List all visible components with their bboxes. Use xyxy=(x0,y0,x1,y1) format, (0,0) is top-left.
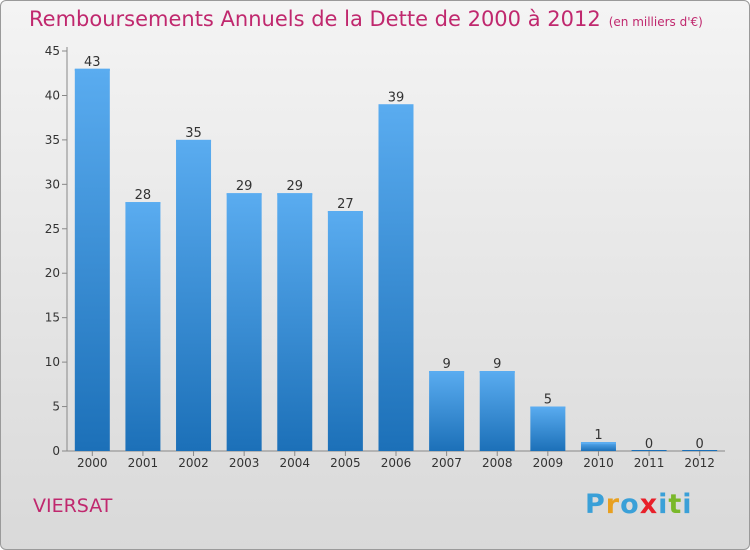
logo-letter: r xyxy=(605,489,621,520)
data-label: 5 xyxy=(544,393,552,408)
y-tick-label: 40 xyxy=(45,88,60,102)
x-tick-label: 2010 xyxy=(583,456,614,470)
data-label: 27 xyxy=(337,197,354,212)
x-tick-label: 2007 xyxy=(431,456,462,470)
bar xyxy=(378,104,414,451)
bar-top-edge xyxy=(580,442,616,445)
bar xyxy=(479,371,515,451)
x-tick-label: 2006 xyxy=(381,456,412,470)
chart-title: Remboursements Annuels de la Dette de 20… xyxy=(29,7,703,31)
x-tick-label: 2009 xyxy=(533,456,564,470)
data-label: 39 xyxy=(388,90,405,105)
bar-top-edge xyxy=(479,371,515,373)
chart-bars xyxy=(74,68,718,452)
x-tick-label: 2011 xyxy=(634,456,665,470)
bar xyxy=(327,211,363,451)
data-label: 29 xyxy=(286,179,303,194)
x-tick-label: 2008 xyxy=(482,456,513,470)
y-tick-label: 5 xyxy=(52,400,60,414)
commune-name: VIERSAT xyxy=(33,495,113,517)
bar-top-edge xyxy=(74,68,110,71)
data-label: 43 xyxy=(84,55,101,70)
bar xyxy=(176,139,212,451)
bar xyxy=(580,442,616,451)
x-tick-label: 2005 xyxy=(330,456,361,470)
x-tick-label: 2003 xyxy=(229,456,260,470)
bar-top-edge xyxy=(378,104,414,107)
proxiti-logo: Proxiti xyxy=(585,489,693,520)
y-tick-label: 30 xyxy=(45,177,60,191)
data-label: 9 xyxy=(442,357,450,372)
unit-note: (en milliers d'€) xyxy=(608,15,703,29)
y-tick-label: 20 xyxy=(45,266,60,280)
y-tick-label: 35 xyxy=(45,133,60,147)
bar xyxy=(226,193,262,451)
y-tick-label: 0 xyxy=(52,444,60,458)
logo-letter: o xyxy=(620,489,640,520)
logo-letter: x xyxy=(639,489,659,520)
logo-letter: t xyxy=(668,489,683,520)
x-tick-label: 2002 xyxy=(178,456,209,470)
x-tick-label: 2012 xyxy=(684,456,715,470)
logo-letter: P xyxy=(585,489,606,520)
bar-top-edge xyxy=(429,371,465,373)
data-label: 0 xyxy=(645,437,653,452)
logo-letter: i xyxy=(682,489,693,520)
y-tick-label: 15 xyxy=(45,311,60,325)
y-tick-label: 45 xyxy=(45,44,60,58)
chart-data-labels: 43 28 35 29 29 27 39 9 9 5 1 0 0 xyxy=(84,55,704,452)
y-tick-label: 25 xyxy=(45,222,60,236)
bar xyxy=(74,68,110,452)
data-label: 0 xyxy=(696,437,704,452)
bar-top-edge xyxy=(277,193,313,196)
bar xyxy=(277,193,313,451)
y-tick-label: 10 xyxy=(45,355,60,369)
data-label: 9 xyxy=(493,357,501,372)
bar-top-edge xyxy=(327,211,363,213)
bar xyxy=(125,202,161,451)
data-label: 1 xyxy=(594,428,602,443)
data-label: 35 xyxy=(185,126,202,141)
bar-top-edge xyxy=(176,139,212,142)
bar xyxy=(530,406,566,451)
chart-title-text: Remboursements Annuels de la Dette de 20… xyxy=(29,7,601,31)
data-label: 28 xyxy=(135,188,152,203)
x-tick-label: 2001 xyxy=(128,456,159,470)
x-tick-label: 2000 xyxy=(77,456,108,470)
logo-letter: i xyxy=(658,489,669,520)
bar-top-edge xyxy=(530,406,566,409)
bar-top-edge xyxy=(125,202,161,205)
x-tick-label: 2004 xyxy=(279,456,310,470)
bar xyxy=(429,371,465,451)
data-label: 29 xyxy=(236,179,253,194)
bar-top-edge xyxy=(226,193,262,196)
